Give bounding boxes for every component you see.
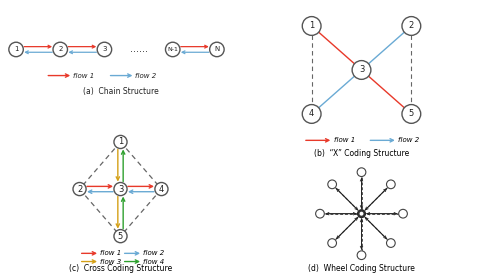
Circle shape <box>316 209 324 218</box>
Text: N-1: N-1 <box>167 47 178 52</box>
Text: ......: ...... <box>130 44 147 54</box>
Text: 4: 4 <box>159 185 164 194</box>
Text: 1: 1 <box>118 138 123 146</box>
Text: flow 1: flow 1 <box>100 250 121 256</box>
Circle shape <box>387 180 395 189</box>
Circle shape <box>328 180 336 189</box>
Circle shape <box>155 182 168 195</box>
Text: 5: 5 <box>409 109 414 118</box>
Circle shape <box>97 42 112 57</box>
Text: flow 3: flow 3 <box>100 259 121 265</box>
Circle shape <box>402 105 421 123</box>
Circle shape <box>302 105 321 123</box>
Circle shape <box>210 42 224 57</box>
Text: flow 1: flow 1 <box>334 137 355 143</box>
Circle shape <box>357 168 366 177</box>
Text: flow 2: flow 2 <box>399 137 420 143</box>
Text: 5: 5 <box>118 232 123 241</box>
Circle shape <box>114 182 127 195</box>
Circle shape <box>358 210 365 218</box>
Circle shape <box>357 251 366 260</box>
Text: 1: 1 <box>14 46 18 52</box>
Circle shape <box>402 17 421 35</box>
Circle shape <box>9 42 23 57</box>
Circle shape <box>360 212 363 216</box>
Circle shape <box>399 209 407 218</box>
Text: 3: 3 <box>359 66 364 75</box>
Text: (d)  Wheel Coding Structure: (d) Wheel Coding Structure <box>308 264 415 273</box>
Text: (b)  “X” Coding Structure: (b) “X” Coding Structure <box>314 149 409 158</box>
Text: 2: 2 <box>77 185 82 194</box>
Text: N: N <box>214 46 219 52</box>
Text: 3: 3 <box>102 46 107 52</box>
Text: flow 2: flow 2 <box>143 250 164 256</box>
Text: 4: 4 <box>309 109 314 118</box>
Circle shape <box>114 230 127 243</box>
Circle shape <box>352 61 371 79</box>
Text: 3: 3 <box>118 185 123 194</box>
Circle shape <box>328 239 336 247</box>
Circle shape <box>114 135 127 149</box>
Circle shape <box>73 182 86 195</box>
Circle shape <box>165 42 180 57</box>
Text: 2: 2 <box>409 22 414 31</box>
Text: 2: 2 <box>58 46 63 52</box>
Text: flow 4: flow 4 <box>143 259 164 265</box>
Text: flow 2: flow 2 <box>135 73 157 79</box>
Text: flow 1: flow 1 <box>73 73 94 79</box>
Text: (c)  Cross Coding Structure: (c) Cross Coding Structure <box>69 264 172 273</box>
Circle shape <box>387 239 395 247</box>
Text: (a)  Chain Structure: (a) Chain Structure <box>82 87 159 96</box>
Circle shape <box>302 17 321 35</box>
Text: 1: 1 <box>309 22 314 31</box>
Circle shape <box>53 42 67 57</box>
